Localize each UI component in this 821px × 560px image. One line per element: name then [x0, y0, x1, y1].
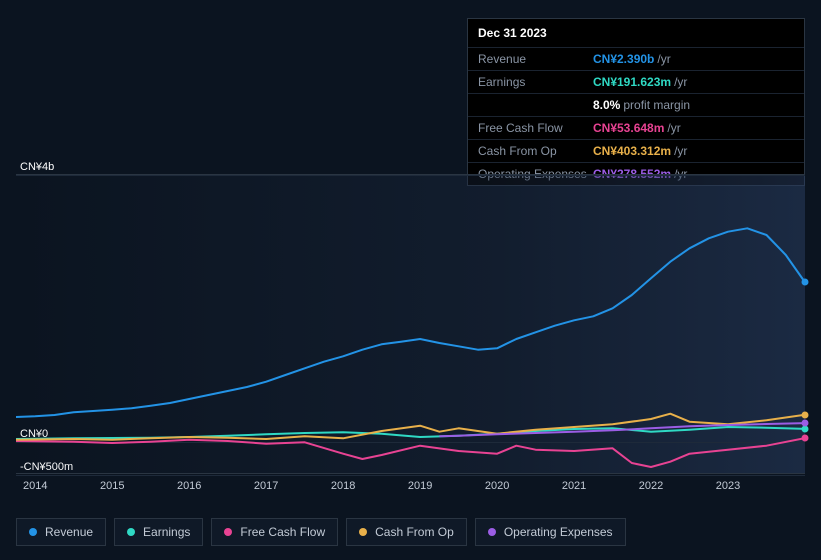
- x-axis-label: 2020: [485, 480, 509, 492]
- tooltip-date: Dec 31 2023: [468, 19, 804, 47]
- chart-lines: [16, 175, 805, 475]
- y-axis-label: CN¥4b: [20, 161, 54, 173]
- legend-swatch: [359, 528, 367, 536]
- legend-item[interactable]: Earnings: [114, 518, 203, 546]
- legend-item[interactable]: Free Cash Flow: [211, 518, 338, 546]
- tooltip-row: Free Cash FlowCN¥53.648m/yr: [468, 116, 804, 139]
- series-marker: [802, 411, 809, 418]
- x-axis-label: 2018: [331, 480, 355, 492]
- legend-swatch: [29, 528, 37, 536]
- legend-swatch: [127, 528, 135, 536]
- x-axis-label: 2021: [562, 480, 586, 492]
- legend-label: Operating Expenses: [504, 525, 613, 539]
- tooltip-unit: /yr: [674, 75, 687, 89]
- tooltip-row: EarningsCN¥191.623m/yr: [468, 70, 804, 93]
- tooltip-label: [478, 98, 593, 112]
- series-marker: [802, 435, 809, 442]
- series-line: [439, 423, 805, 436]
- x-axis-label: 2023: [716, 480, 740, 492]
- legend-label: Cash From Op: [375, 525, 454, 539]
- series-line: [16, 438, 805, 467]
- series-marker: [802, 279, 809, 286]
- tooltip-value: CN¥191.623m: [593, 75, 671, 89]
- legend-item[interactable]: Revenue: [16, 518, 106, 546]
- tooltip-value: CN¥53.648m: [593, 121, 664, 135]
- x-axis-label: 2017: [254, 480, 278, 492]
- series-line: [16, 228, 805, 417]
- x-axis-label: 2022: [639, 480, 663, 492]
- legend-label: Earnings: [143, 525, 190, 539]
- legend-item[interactable]: Operating Expenses: [475, 518, 626, 546]
- tooltip-value: CN¥403.312m: [593, 144, 671, 158]
- x-axis-label: 2014: [23, 480, 47, 492]
- tooltip-unit: /yr: [674, 144, 687, 158]
- gridline: [16, 475, 805, 476]
- x-axis-label: 2019: [408, 480, 432, 492]
- legend-label: Revenue: [45, 525, 93, 539]
- legend-swatch: [224, 528, 232, 536]
- tooltip-row: RevenueCN¥2.390b/yr: [468, 47, 804, 70]
- tooltip-value: 8.0%: [593, 98, 620, 112]
- tooltip-value: CN¥2.390b: [593, 52, 654, 66]
- chart-legend: Revenue Earnings Free Cash Flow Cash From O…: [16, 518, 626, 546]
- tooltip-unit: /yr: [657, 52, 670, 66]
- tooltip-label: Cash From Op: [478, 144, 593, 158]
- tooltip-label: Earnings: [478, 75, 593, 89]
- legend-swatch: [488, 528, 496, 536]
- tooltip-row: Cash From OpCN¥403.312m/yr: [468, 139, 804, 162]
- chart-plot-area: [16, 174, 805, 474]
- tooltip-label: Free Cash Flow: [478, 121, 593, 135]
- tooltip-unit: /yr: [667, 121, 680, 135]
- tooltip-unit: profit margin: [623, 98, 690, 112]
- x-axis-label: 2016: [177, 480, 201, 492]
- series-marker: [802, 420, 809, 427]
- financials-chart[interactable]: CN¥4bCN¥0-CN¥500m 2014201520162017201820…: [16, 160, 805, 500]
- legend-label: Free Cash Flow: [240, 525, 325, 539]
- tooltip-row: 8.0%profit margin: [468, 93, 804, 116]
- series-line: [16, 427, 805, 439]
- legend-item[interactable]: Cash From Op: [346, 518, 467, 546]
- x-axis-label: 2015: [100, 480, 124, 492]
- tooltip-label: Revenue: [478, 52, 593, 66]
